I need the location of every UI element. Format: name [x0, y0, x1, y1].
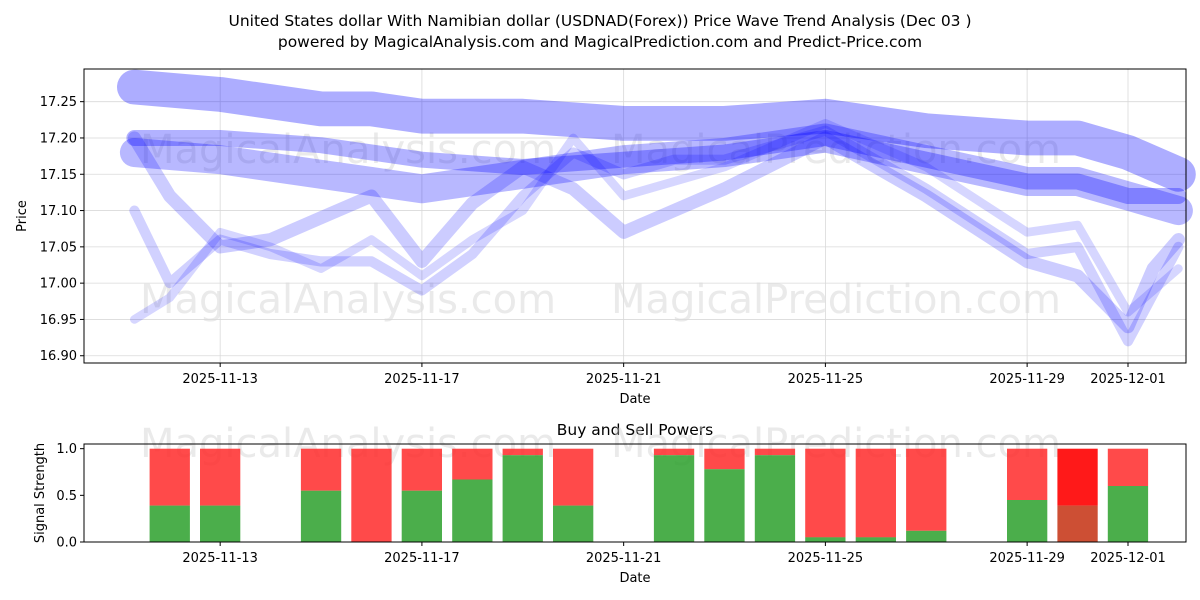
buy-bar-2025-11-20 [553, 505, 594, 542]
signal-panel: Buy and Sell Powers MagicalAnalysis.com … [33, 421, 1187, 586]
buy-bar-2025-11-25 [805, 537, 846, 542]
price-y-ticks: 16.90 16.95 17.00 17.05 17.10 17.15 17.20 17.25 [40, 95, 84, 364]
buy-bar-2025-11-13 [200, 505, 241, 542]
price-y-tick-label: 17.05 [40, 240, 77, 255]
watermark-analysis-mid: MagicalAnalysis.com [140, 277, 556, 323]
buy-bar-2025-11-30 [1057, 505, 1098, 542]
buy-bar-2025-12-01 [1107, 486, 1149, 542]
signal-y-label: Signal Strength [33, 443, 48, 543]
buy-bar-2025-11-15 [300, 490, 342, 542]
sell-bar-2025-11-12 [149, 448, 190, 506]
price-waves [117, 69, 1196, 347]
sell-bar-2025-11-25 [805, 448, 846, 538]
signal-x-tick-label: 2025-11-13 [182, 551, 258, 566]
sell-bar-2025-11-15 [300, 448, 342, 491]
signal-title: Buy and Sell Powers [557, 421, 714, 439]
price-axes-frame [83, 68, 1187, 364]
price-panel: MagicalAnalysis.com MagicalPrediction.co… [15, 68, 1196, 407]
price-wave-wave-5 [130, 119, 1183, 324]
price-y-tick-label: 17.25 [40, 95, 77, 110]
price-watermarks: MagicalAnalysis.com MagicalPrediction.co… [140, 127, 1061, 323]
signal-axes-frame [83, 443, 1187, 543]
sell-bar-2025-11-13 [200, 448, 241, 506]
buy-bar-2025-11-29 [1007, 500, 1048, 542]
figure-title-line-2: powered by MagicalAnalysis.com and Magic… [278, 33, 922, 51]
signal-y-tick-label: 1.0 [56, 442, 77, 457]
sell-bar-2025-11-23 [704, 448, 745, 470]
signal-x-tick-label: 2025-11-21 [586, 551, 662, 566]
price-x-tick-label: 2025-11-21 [586, 372, 662, 387]
sell-bar-2025-12-01 [1107, 448, 1149, 486]
watermark-prediction-top: MagicalPrediction.com [611, 127, 1061, 173]
signal-bars [149, 448, 1149, 542]
sell-bar-2025-11-20 [553, 448, 594, 506]
sell-bar-2025-11-30 [1057, 448, 1098, 506]
buy-bar-2025-11-24 [754, 455, 796, 542]
price-x-tick-label: 2025-11-25 [788, 372, 864, 387]
price-x-ticks: 2025-11-13 2025-11-17 2025-11-21 2025-11-25… [182, 363, 1166, 387]
signal-y-tick-label: 0.5 [56, 489, 77, 504]
signal-x-label: Date [619, 571, 650, 586]
buy-bar-2025-11-27 [906, 530, 947, 542]
buy-bar-2025-11-18 [452, 479, 493, 542]
signal-x-tick-label: 2025-11-29 [989, 551, 1065, 566]
buy-bar-2025-11-19 [502, 455, 543, 542]
buy-bar-2025-11-23 [704, 469, 745, 542]
price-wave-wave-4 [129, 125, 1184, 347]
sell-bar-2025-11-19 [502, 448, 543, 456]
price-y-tick-label: 17.20 [40, 131, 77, 146]
watermark-analysis-top: MagicalAnalysis.com [140, 127, 556, 173]
price-x-tick-label: 2025-11-17 [384, 372, 460, 387]
sell-bar-2025-11-26 [855, 448, 896, 538]
sell-bar-2025-11-22 [653, 448, 695, 456]
buy-bar-2025-11-22 [653, 455, 695, 542]
price-y-tick-label: 16.95 [40, 313, 77, 328]
price-y-label: Price [15, 200, 30, 232]
sell-bar-2025-11-17 [401, 448, 442, 491]
watermark-prediction-mid: MagicalPrediction.com [611, 277, 1061, 323]
sell-bar-2025-11-16 [351, 448, 392, 542]
buy-bar-2025-11-26 [855, 537, 896, 542]
sell-bar-2025-11-18 [452, 448, 493, 480]
price-x-tick-label: 2025-12-01 [1090, 372, 1166, 387]
price-grid [84, 69, 1186, 363]
buy-bar-2025-11-12 [149, 505, 190, 542]
price-y-tick-label: 17.15 [40, 168, 77, 183]
signal-x-ticks: 2025-11-13 2025-11-17 2025-11-21 2025-11-25… [182, 542, 1166, 566]
signal-x-tick-label: 2025-11-17 [384, 551, 460, 566]
sell-bar-2025-11-29 [1007, 448, 1048, 500]
price-x-tick-label: 2025-11-13 [182, 372, 258, 387]
signal-x-tick-label: 2025-11-25 [788, 551, 864, 566]
price-x-label: Date [619, 392, 650, 407]
price-wave-wave-1 [117, 69, 1196, 192]
buy-bar-2025-11-17 [401, 490, 442, 542]
signal-y-ticks: 0.0 0.5 1.0 [56, 442, 84, 551]
price-y-tick-label: 17.00 [40, 277, 77, 292]
price-wave-wave-3 [127, 131, 1185, 334]
sell-bar-2025-11-27 [906, 448, 947, 531]
signal-y-tick-label: 0.0 [56, 536, 77, 551]
price-wave-wave-2 [119, 123, 1193, 226]
sell-bar-2025-11-24 [754, 448, 796, 456]
price-y-tick-label: 16.90 [40, 349, 77, 364]
price-y-tick-label: 17.10 [40, 204, 77, 219]
price-x-tick-label: 2025-11-29 [989, 372, 1065, 387]
signal-x-tick-label: 2025-12-01 [1090, 551, 1166, 566]
figure-title-line-1: United States dollar With Namibian dolla… [228, 12, 971, 30]
price-wave-wave-6 [126, 130, 1187, 204]
